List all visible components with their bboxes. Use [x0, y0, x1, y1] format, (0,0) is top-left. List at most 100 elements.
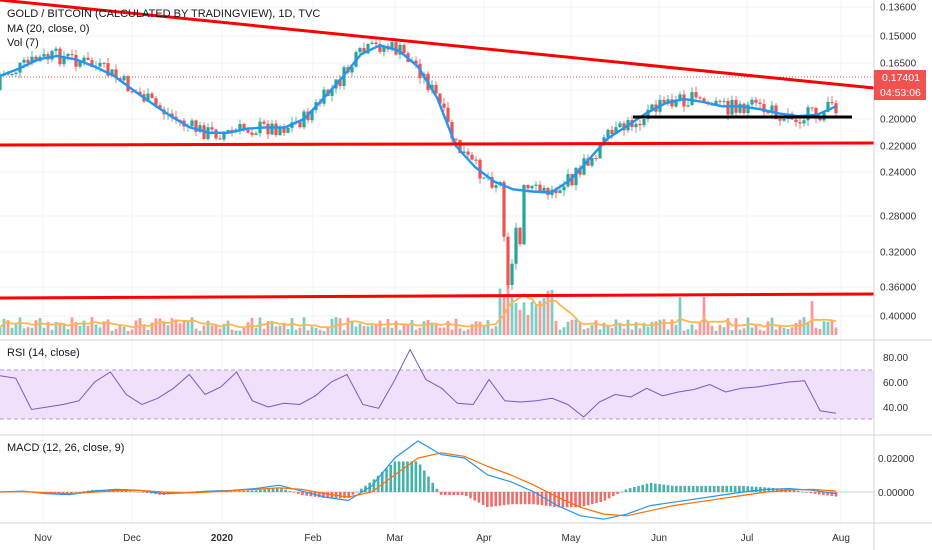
volume-bar [802, 317, 806, 335]
rsi-legend[interactable]: RSI (14, close) [7, 347, 80, 359]
macd-histogram-bar [275, 487, 279, 492]
candle-body [246, 130, 250, 133]
volume-bar [382, 327, 386, 335]
macd-histogram-bar [385, 468, 388, 492]
macd-histogram-bar [574, 492, 577, 508]
macd-histogram-bar [250, 490, 254, 492]
macd-histogram-bar [502, 492, 506, 506]
volume-bar [462, 330, 466, 335]
volume-bar [26, 327, 30, 335]
volume-bar [474, 321, 478, 335]
macd-histogram-bar [481, 492, 485, 505]
candle-body [818, 117, 822, 121]
volume-bar [390, 327, 394, 335]
volume-bar [254, 328, 258, 335]
macd-histogram-bar [796, 491, 800, 492]
volume-bar [598, 329, 602, 335]
volume-bar [370, 325, 374, 335]
volume-bar [314, 327, 318, 335]
volume-bar [498, 288, 502, 335]
volume-bar [406, 324, 410, 335]
candle-body [482, 177, 486, 179]
candle-body [502, 182, 506, 237]
volume-bar [286, 329, 290, 335]
volume-bar [518, 309, 522, 335]
macd-histogram-bar [549, 492, 552, 507]
macd-histogram-bar [775, 488, 779, 492]
volume-bar [206, 320, 210, 335]
volume-bar [634, 322, 638, 335]
volume-bar [78, 325, 82, 335]
candle-body [122, 76, 126, 81]
price-tick-label: 0.36000 [880, 283, 917, 294]
macd-legend[interactable]: MACD (12, 26, close, 9) [7, 442, 124, 454]
price-tick-label: 0.40000 [880, 312, 917, 323]
candle-body [678, 94, 682, 100]
candle-body [782, 118, 786, 121]
descending-trendline[interactable] [0, 0, 875, 90]
volume-bar [730, 330, 734, 335]
volume-bar [630, 329, 634, 335]
volume-bar [818, 328, 822, 335]
candle-body [562, 186, 566, 191]
lower-trendline[interactable] [0, 292, 875, 300]
macd-histogram-bar [74, 492, 77, 493]
macd-histogram-bar [733, 485, 737, 492]
volume-bar [54, 321, 58, 335]
macd-histogram-bar [515, 492, 519, 505]
volume-bar [386, 318, 390, 335]
candle-body [366, 43, 370, 54]
volume-bar [198, 330, 202, 335]
countdown-badge [874, 85, 926, 100]
macd-histogram-bar [397, 461, 401, 492]
ma-legend[interactable]: MA (20, close, 0) [7, 23, 90, 35]
support-trendline[interactable] [0, 141, 875, 147]
candle-body [662, 99, 666, 103]
macd-histogram-bar [717, 485, 720, 492]
macd-histogram-bar [301, 492, 304, 496]
macd-histogram-bar [578, 492, 582, 508]
candle-body [454, 138, 458, 140]
candle-body [262, 121, 266, 124]
candle-body [674, 99, 678, 107]
candle-body [750, 99, 754, 105]
symbol-title[interactable]: GOLD / BITCOIN (CALCULATED BY TRADINGVIE… [7, 8, 320, 20]
volume-bar [98, 327, 102, 335]
vol-legend[interactable]: Vol (7) [7, 37, 39, 49]
candle-body [722, 100, 726, 102]
volume-bar [426, 319, 430, 335]
volume-bar [210, 325, 214, 335]
volume-bar [230, 329, 234, 335]
macd-histogram-bar [662, 484, 666, 492]
volume-bar [514, 302, 518, 335]
candle-body [30, 56, 34, 63]
volume-bar [478, 321, 482, 335]
macd-histogram-bar [61, 492, 65, 494]
macd-histogram-bar [435, 488, 439, 492]
macd-histogram-bar [817, 492, 821, 495]
candle-body [86, 57, 90, 61]
time-tick-label: Nov [34, 533, 52, 544]
candle-body [198, 125, 202, 132]
volume-bar [106, 319, 110, 335]
candle-body [794, 119, 798, 123]
macd-histogram-bar [233, 491, 237, 492]
candle-body [494, 185, 498, 188]
macd-histogram-bar [809, 492, 813, 494]
volume-bar [430, 322, 434, 335]
candle-body [242, 123, 246, 131]
volume-bar [114, 328, 118, 335]
candle-body [286, 127, 290, 133]
macd-histogram-bar [830, 492, 834, 497]
macd-histogram-bar [343, 492, 346, 499]
candle-body [34, 56, 38, 62]
macd-histogram-bar [326, 492, 329, 499]
volume-bar [22, 328, 26, 335]
macd-histogram-bar [666, 485, 670, 492]
time-axis[interactable]: Nov Dec 2020 Feb Mar Apr May Jun Jul Aug [34, 533, 850, 544]
volume-bar [586, 328, 590, 335]
macd-histogram-bar [801, 491, 804, 493]
macd-histogram-bar [658, 484, 661, 492]
time-tick-label: May [562, 533, 581, 544]
candle-body [190, 120, 194, 127]
